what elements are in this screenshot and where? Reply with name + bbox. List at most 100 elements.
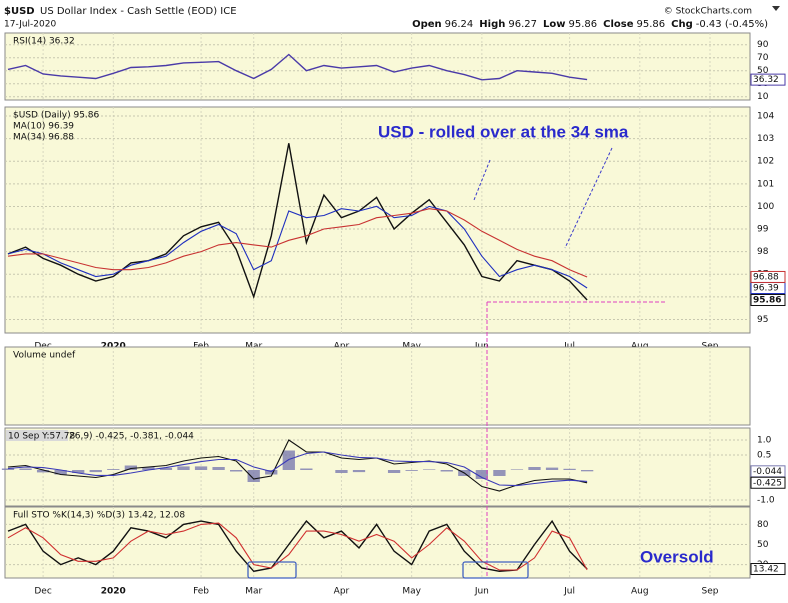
panel-title: 26,9) -0.425, -0.381, -0.044 (69, 432, 194, 442)
y-tick-label: 104 (757, 112, 774, 122)
x-tick-label: 2020 (101, 587, 126, 597)
quote-label: Low (543, 19, 565, 30)
y-tick-label: 98 (757, 247, 769, 257)
highlight-box (462, 561, 529, 579)
series-line (7, 519, 588, 573)
quote-label: Open (412, 19, 442, 30)
value-tag (750, 270, 786, 283)
quote-value: -0.43 (-0.45%) (696, 19, 768, 30)
histogram-bar (300, 468, 313, 470)
histogram-bar (282, 450, 295, 470)
histogram-bar (423, 469, 436, 470)
annotation-pointer (564, 147, 613, 249)
quote-value: 95.86 (637, 19, 666, 30)
value-tag (750, 563, 786, 576)
histogram-bar (19, 468, 32, 470)
histogram-bar (528, 467, 541, 470)
histogram-bar (89, 470, 102, 473)
panel (4, 346, 751, 426)
series-line (7, 439, 588, 492)
histogram-bar (36, 470, 50, 473)
histogram-bar (545, 467, 559, 470)
series-line (7, 53, 588, 81)
histogram-bar (493, 470, 506, 476)
legend-entry: $USD (Daily) 95.86 (13, 111, 100, 121)
annotation-pointer (473, 159, 491, 201)
series-line (7, 143, 588, 301)
y-tick-label: 10 (757, 92, 769, 102)
value-tag (750, 476, 786, 489)
y-tick-label: 1.0 (757, 436, 772, 446)
panel-title: Full STO %K(14,3) %D(3) 13.42, 12.08 (13, 511, 185, 521)
quote-line: Open 96.24 High 96.27 Low 95.86 Close 95.86 Chg -… (412, 19, 768, 30)
y-tick-label: 99 (757, 225, 769, 235)
instrument-name: US Dollar Index - Cash Settle (EOD) ICE (40, 6, 237, 17)
annotation: Oversold (640, 547, 714, 566)
chart-date: 17-Jul-2020 (4, 20, 56, 30)
tooltip: 10 Sep Y:57.78 (8, 432, 76, 442)
x-tick-label: Mar (245, 587, 262, 597)
histogram-bar (563, 468, 576, 470)
value-tag-label: -0.425 (753, 478, 782, 488)
histogram-bar (335, 470, 348, 473)
histogram-bar (581, 470, 594, 472)
x-tick-label: Apr (334, 587, 350, 597)
series-line (7, 208, 588, 278)
value-tag-label: 96.39 (753, 284, 779, 294)
quote-value: 95.86 (568, 19, 597, 30)
x-tick-label: Jul (563, 587, 575, 597)
y-tick-label: 50 (757, 540, 769, 550)
value-tag-label: 96.88 (753, 272, 779, 282)
series-line (7, 522, 588, 571)
y-tick-label: 70 (757, 53, 769, 63)
y-tick-label: 95 (757, 315, 768, 325)
legend-entry: MA(34) 96.88 (13, 133, 74, 143)
panel (4, 106, 751, 334)
histogram-bar (107, 469, 120, 470)
annotation: USD - rolled over at the 34 sma (378, 122, 629, 141)
menu-arrow[interactable] (772, 6, 780, 11)
histogram-bar (387, 470, 401, 473)
quote-value: 96.24 (445, 19, 474, 30)
tooltip-box (6, 430, 68, 441)
histogram-bar (159, 467, 173, 470)
quote-label: Chg (671, 19, 693, 30)
value-tag-label: 95.86 (753, 296, 781, 306)
y-tick-label: 0.5 (757, 451, 771, 461)
legend-entry: MA(10) 96.39 (13, 122, 74, 132)
histogram-bar (440, 470, 453, 472)
value-tag (750, 73, 786, 86)
y-tick-label: 102 (757, 157, 774, 167)
quote-label: Close (603, 19, 634, 30)
histogram-bar (230, 470, 243, 472)
histogram-bar (1, 468, 15, 470)
value-tag-label: 13.42 (753, 565, 779, 575)
symbol: $USD (4, 6, 35, 17)
y-tick-label: 101 (757, 179, 774, 189)
series-line (7, 205, 588, 289)
x-tick-label: Feb (193, 587, 209, 597)
series-line (7, 451, 588, 487)
histogram-bar (475, 470, 488, 479)
histogram-bar (247, 470, 260, 482)
x-tick-label: Dec (34, 587, 51, 597)
panel-title: RSI(14) 36.32 (13, 37, 75, 47)
histogram-bar (212, 467, 225, 470)
x-tick-label: Aug (631, 587, 649, 597)
histogram-bar (124, 465, 137, 470)
x-tick-label: Sep (702, 587, 719, 597)
source: © StockCharts.com (664, 7, 752, 17)
quote-value: 96.27 (508, 19, 537, 30)
y-tick-label: 103 (757, 134, 774, 144)
histogram-bar (352, 470, 366, 473)
histogram-bar (177, 466, 190, 470)
y-tick-label: -1.0 (757, 496, 775, 506)
highlight-box (247, 561, 297, 579)
value-tag-label: -0.044 (753, 467, 782, 477)
histogram-bar (510, 469, 524, 470)
y-tick-label: 100 (757, 202, 774, 212)
histogram-bar (142, 467, 155, 470)
y-tick-label: 80 (757, 520, 769, 530)
histogram-bar (405, 470, 418, 471)
